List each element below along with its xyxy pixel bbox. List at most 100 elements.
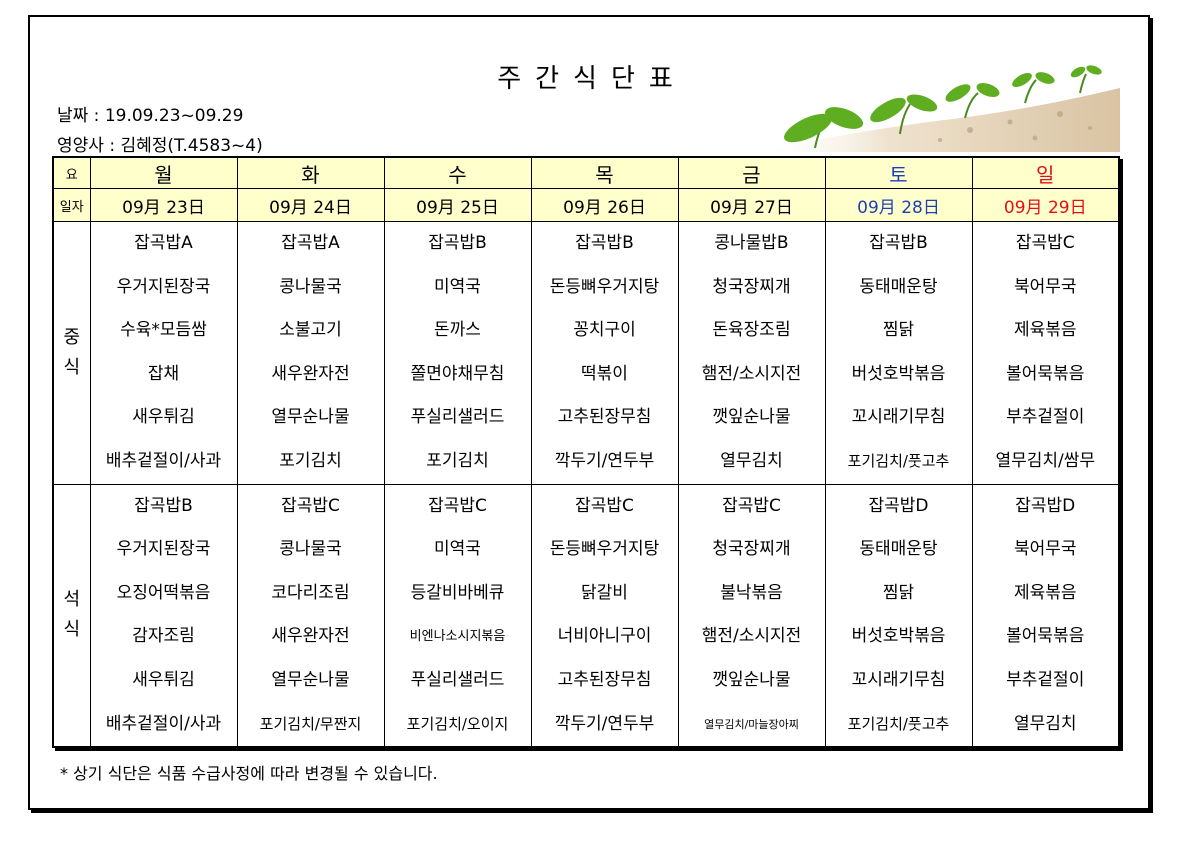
menu-item: 청국장찌개 bbox=[712, 276, 791, 297]
dinner-wed: 잡곡밥C 미역국 등갈비바베큐 비엔나소시지볶음 푸실리샐러드 포기김치/오이지 bbox=[383, 483, 532, 748]
menu-item: 포기김치/풋고추 bbox=[847, 451, 950, 470]
menu-item: 청국장찌개 bbox=[712, 539, 791, 560]
menu-item: 볼어묵볶음 bbox=[1006, 363, 1085, 384]
lunch-sat: 잡곡밥B 동태매운탕 찜닭 버섯호박볶음 꼬시래기무침 포기김치/풋고추 bbox=[824, 221, 973, 485]
menu-item: 포기김치 bbox=[426, 450, 489, 471]
menu-item: 잡곡밥D bbox=[1015, 495, 1076, 516]
dinner-label-char-2: 식 bbox=[63, 619, 81, 641]
menu-item: 포기김치 bbox=[279, 450, 342, 471]
menu-item: 잡곡밥C bbox=[575, 495, 634, 516]
menu-item: 동태매운탕 bbox=[859, 276, 938, 297]
dinner-row: 석 식 잡곡밥B 우거지된장국 오징어떡볶음 감자조림 새우튀김 배추겉절이/사… bbox=[52, 483, 1120, 748]
dinner-mon: 잡곡밥B 우거지된장국 오징어떡볶음 감자조림 새우튀김 배추겉절이/사과 bbox=[89, 483, 238, 748]
menu-item: 새우완자전 bbox=[271, 363, 350, 384]
menu-item: 배추겉절이/사과 bbox=[105, 450, 222, 471]
menu-item: 콩나물국 bbox=[279, 276, 342, 297]
menu-item: 고추된장무침 bbox=[557, 669, 652, 690]
date-header-row: 일자 09月 23日 09月 24日 09月 25日 09月 26日 09月 2… bbox=[52, 188, 1120, 222]
lunch-mon: 잡곡밥A 우거지된장국 수육*모듬쌈 잡채 새우튀김 배추겉절이/사과 bbox=[89, 221, 238, 485]
menu-item: 코다리조림 bbox=[271, 582, 350, 603]
day-header-row: 요 월 화 수 목 금 토 일 bbox=[52, 156, 1120, 189]
menu-item: 우거지된장국 bbox=[116, 276, 211, 297]
menu-item: 새우튀김 bbox=[132, 669, 195, 690]
footnote: * 상기 식단은 식품 수급사정에 따라 변경될 수 있습니다. bbox=[60, 764, 438, 783]
dinner-thu: 잡곡밥C 돈등뼈우거지탕 닭갈비 너비아니구이 고추된장무침 깍두기/연두부 bbox=[530, 483, 679, 748]
menu-item: 닭갈비 bbox=[581, 582, 628, 603]
menu-item: 제육볶음 bbox=[1013, 582, 1077, 603]
menu-item: 부추겉절이 bbox=[1006, 669, 1085, 690]
menu-item: 쫄면야채무침 bbox=[410, 363, 505, 384]
menu-item: 잡곡밥C bbox=[428, 495, 487, 516]
lunch-label-char-1: 중 bbox=[63, 326, 81, 348]
lunch-row: 중 식 잡곡밥A 우거지된장국 수육*모듬쌈 잡채 새우튀김 배추겉절이/사과 … bbox=[52, 221, 1120, 485]
menu-item: 볼어묵볶음 bbox=[1006, 626, 1085, 647]
day-corner-label: 요 bbox=[52, 156, 91, 189]
menu-item: 깍두기/연두부 bbox=[554, 713, 655, 734]
menu-item: 잡채 bbox=[147, 363, 180, 384]
day-sun: 일 bbox=[971, 156, 1120, 189]
date-mon: 09月 23日 bbox=[89, 188, 238, 222]
day-sat: 토 bbox=[824, 156, 973, 189]
date-fri: 09月 27日 bbox=[677, 188, 826, 222]
menu-item: 찜닭 bbox=[882, 320, 915, 341]
dinner-fri: 잡곡밥C 청국장찌개 불낙볶음 햄전/소시지전 깻잎순나물 열무김치/마늘장아찌 bbox=[677, 483, 826, 748]
day-thu: 목 bbox=[530, 156, 679, 189]
menu-item: 북어무국 bbox=[1013, 539, 1077, 560]
lunch-thu: 잡곡밥B 돈등뼈우거지탕 꽁치구이 떡볶이 고추된장무침 깍두기/연두부 bbox=[530, 221, 679, 485]
menu-item: 소불고기 bbox=[279, 320, 342, 341]
menu-item: 잡곡밥B bbox=[134, 495, 193, 516]
day-wed: 수 bbox=[383, 156, 532, 189]
menu-item: 떡볶이 bbox=[581, 363, 628, 384]
menu-item: 오징어떡볶음 bbox=[116, 582, 211, 603]
menu-item: 잡곡밥B bbox=[575, 233, 634, 253]
menu-item: 콩나물밥B bbox=[714, 233, 789, 253]
menu-item: 우거지된장국 bbox=[116, 539, 211, 560]
menu-item: 버섯호박볶음 bbox=[851, 363, 946, 384]
menu-item: 잡곡밥A bbox=[281, 233, 340, 253]
menu-item: 고추된장무침 bbox=[557, 407, 652, 428]
day-fri: 금 bbox=[677, 156, 826, 189]
date-wed: 09月 25日 bbox=[383, 188, 532, 222]
menu-item: 햄전/소시지전 bbox=[701, 626, 802, 647]
menu-item: 열무김치/마늘장아찌 bbox=[704, 717, 799, 731]
menu-item: 북어무국 bbox=[1013, 276, 1077, 297]
menu-item: 수육*모듬쌈 bbox=[120, 320, 207, 341]
menu-item: 찜닭 bbox=[882, 582, 915, 603]
lunch-fri: 콩나물밥B 청국장찌개 돈육장조림 햄전/소시지전 깻잎순나물 열무김치 bbox=[677, 221, 826, 485]
menu-item: 열무김치/쌈무 bbox=[995, 450, 1096, 471]
menu-item: 꼬시래기무침 bbox=[851, 407, 946, 428]
sprouts-illustration bbox=[760, 65, 1120, 152]
menu-item: 깍두기/연두부 bbox=[554, 450, 655, 471]
menu-item: 배추겉절이/사과 bbox=[105, 713, 222, 734]
menu-item: 열무김치 bbox=[720, 450, 783, 471]
menu-item: 돈등뼈우거지탕 bbox=[549, 539, 660, 560]
menu-item: 새우튀김 bbox=[132, 407, 195, 428]
menu-item: 열무순나물 bbox=[271, 669, 350, 690]
menu-item: 미역국 bbox=[434, 276, 481, 297]
nutritionist-info: 영양사 : 김혜정(T.4583~4) bbox=[57, 136, 263, 156]
date-sat: 09月 28日 bbox=[824, 188, 973, 222]
menu-item: 햄전/소시지전 bbox=[701, 363, 802, 384]
menu-item: 미역국 bbox=[434, 539, 481, 560]
dinner-tue: 잡곡밥C 콩나물국 코다리조림 새우완자전 열무순나물 포기김치/무짠지 bbox=[236, 483, 385, 748]
lunch-wed: 잡곡밥B 미역국 돈까스 쫄면야채무침 푸실리샐러드 포기김치 bbox=[383, 221, 532, 485]
menu-item: 버섯호박볶음 bbox=[851, 626, 946, 647]
menu-item: 깻잎순나물 bbox=[712, 669, 791, 690]
menu-item: 포기김치/풋고추 bbox=[847, 714, 950, 733]
day-tue: 화 bbox=[236, 156, 385, 189]
lunch-label: 중 식 bbox=[52, 221, 91, 485]
menu-item: 포기김치/무짠지 bbox=[259, 714, 362, 733]
menu-item: 제육볶음 bbox=[1013, 320, 1077, 341]
menu-item: 포기김치/오이지 bbox=[406, 714, 509, 733]
dinner-label: 석 식 bbox=[52, 483, 91, 748]
menu-item: 불낙볶음 bbox=[720, 582, 783, 603]
menu-item: 부추겉절이 bbox=[1006, 407, 1085, 428]
menu-item: 등갈비바베큐 bbox=[410, 582, 505, 603]
menu-item: 돈육장조림 bbox=[712, 320, 791, 341]
menu-item: 푸실리샐러드 bbox=[410, 407, 505, 428]
date-tue: 09月 24日 bbox=[236, 188, 385, 222]
menu-item: 푸실리샐러드 bbox=[410, 669, 505, 690]
menu-item: 열무순나물 bbox=[271, 407, 350, 428]
lunch-tue: 잡곡밥A 콩나물국 소불고기 새우완자전 열무순나물 포기김치 bbox=[236, 221, 385, 485]
menu-item: 잡곡밥A bbox=[134, 233, 193, 253]
